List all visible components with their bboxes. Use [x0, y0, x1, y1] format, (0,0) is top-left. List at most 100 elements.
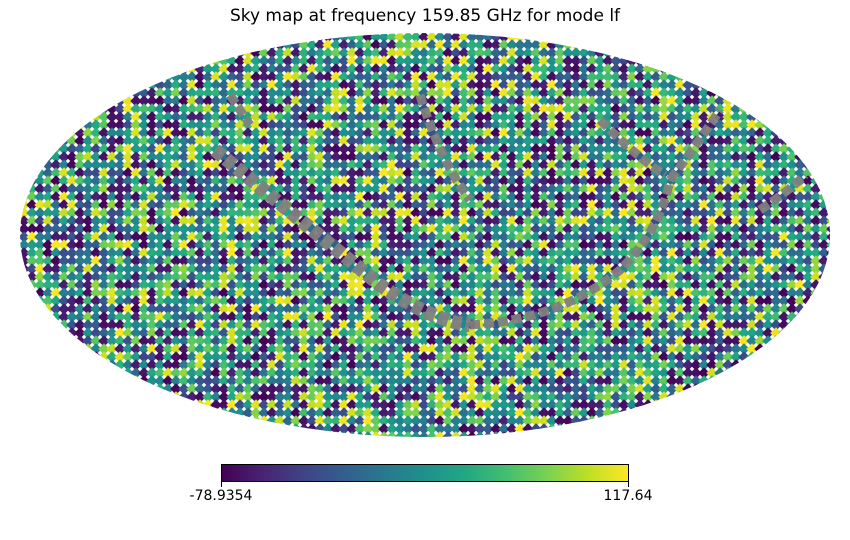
- map-pixel: [514, 79, 526, 91]
- map-pixel: [298, 375, 310, 387]
- map-pixel: [530, 247, 542, 259]
- map-pixel: [26, 247, 38, 259]
- map-pixel: [514, 39, 526, 51]
- map-pixel: [170, 119, 182, 131]
- map-pixel: [314, 279, 326, 291]
- map-pixel: [162, 127, 174, 139]
- map-pixel: [362, 295, 374, 307]
- map-pixel: [514, 199, 526, 211]
- map-pixel: [106, 295, 118, 307]
- map-pixel: [162, 135, 174, 147]
- map-pixel: [610, 71, 622, 83]
- map-pixel: [50, 167, 62, 179]
- map-pixel: [242, 375, 254, 387]
- map-pixel: [258, 191, 270, 203]
- map-pixel: [258, 327, 270, 339]
- map-pixel: [538, 399, 550, 411]
- map-pixel: [346, 359, 358, 371]
- map-pixel: [162, 311, 174, 323]
- map-pixel: [194, 263, 206, 275]
- map-pixel: [698, 87, 710, 99]
- map-pixel: [346, 207, 358, 219]
- map-pixel: [146, 319, 158, 331]
- map-pixel: [682, 319, 694, 331]
- map-pixel: [538, 295, 550, 307]
- map-pixel: [154, 207, 166, 219]
- map-pixel: [810, 183, 822, 195]
- map-pixel: [298, 191, 310, 203]
- map-pixel: [618, 95, 630, 107]
- map-pixel: [522, 343, 534, 355]
- map-pixel: [330, 303, 342, 315]
- map-pixel: [450, 151, 462, 163]
- map-pixel: [770, 319, 782, 331]
- map-pixel: [402, 327, 414, 339]
- map-pixel: [226, 47, 238, 59]
- map-pixel: [402, 151, 414, 163]
- map-pixel: [570, 255, 582, 267]
- map-pixel: [506, 207, 518, 219]
- map-pixel: [242, 359, 254, 371]
- map-pixel: [426, 271, 438, 283]
- map-pixel: [514, 207, 526, 219]
- map-pixel: [594, 239, 606, 251]
- map-pixel: [354, 199, 366, 211]
- map-pixel: [642, 103, 654, 115]
- map-pixel: [162, 183, 174, 195]
- map-pixel: [106, 167, 118, 179]
- map-pixel: [714, 263, 726, 275]
- map-pixel: [426, 167, 438, 179]
- map-pixel: [594, 207, 606, 219]
- map-pixel: [578, 415, 590, 427]
- map-pixel: [746, 295, 758, 307]
- map-pixel: [290, 95, 302, 107]
- map-pixel: [698, 247, 710, 259]
- map-pixel: [282, 359, 294, 371]
- map-pixel: [490, 143, 502, 155]
- map-pixel: [594, 407, 606, 419]
- map-pixel: [618, 103, 630, 115]
- map-pixel: [306, 303, 318, 315]
- map-pixel: [218, 327, 230, 339]
- map-pixel: [290, 311, 302, 323]
- map-pixel: [218, 351, 230, 363]
- map-pixel: [322, 223, 334, 235]
- map-pixel: [258, 175, 270, 187]
- map-pixel: [594, 191, 606, 203]
- map-pixel: [490, 223, 502, 235]
- map-pixel: [794, 287, 806, 299]
- map-pixel: [226, 143, 238, 155]
- map-pixel: [810, 191, 822, 203]
- map-pixel: [346, 303, 358, 315]
- map-pixel: [794, 183, 806, 195]
- map-pixel: [338, 159, 350, 171]
- map-pixel: [338, 335, 350, 347]
- map-pixel: [114, 335, 126, 347]
- map-pixel: [154, 303, 166, 315]
- map-pixel: [714, 207, 726, 219]
- map-pixel: [474, 383, 486, 395]
- map-pixel: [122, 271, 134, 283]
- map-pixel: [538, 191, 550, 203]
- map-pixel: [266, 111, 278, 123]
- map-pixel: [370, 239, 382, 251]
- map-pixel: [122, 311, 134, 323]
- map-pixel: [218, 55, 230, 67]
- map-pixel: [706, 343, 718, 355]
- map-pixel: [562, 231, 574, 243]
- map-pixel: [370, 55, 382, 67]
- map-pixel: [394, 223, 406, 235]
- map-pixel: [434, 423, 446, 435]
- map-pixel: [266, 95, 278, 107]
- map-pixel: [498, 63, 510, 75]
- map-pixel: [298, 279, 310, 291]
- map-pixel: [370, 375, 382, 387]
- map-pixel: [498, 295, 510, 307]
- map-pixel: [610, 311, 622, 323]
- map-pixel: [570, 119, 582, 131]
- map-pixel: [106, 263, 118, 275]
- map-pixel: [74, 303, 86, 315]
- map-pixel: [602, 383, 614, 395]
- map-pixel: [386, 375, 398, 387]
- map-pixel: [794, 159, 806, 171]
